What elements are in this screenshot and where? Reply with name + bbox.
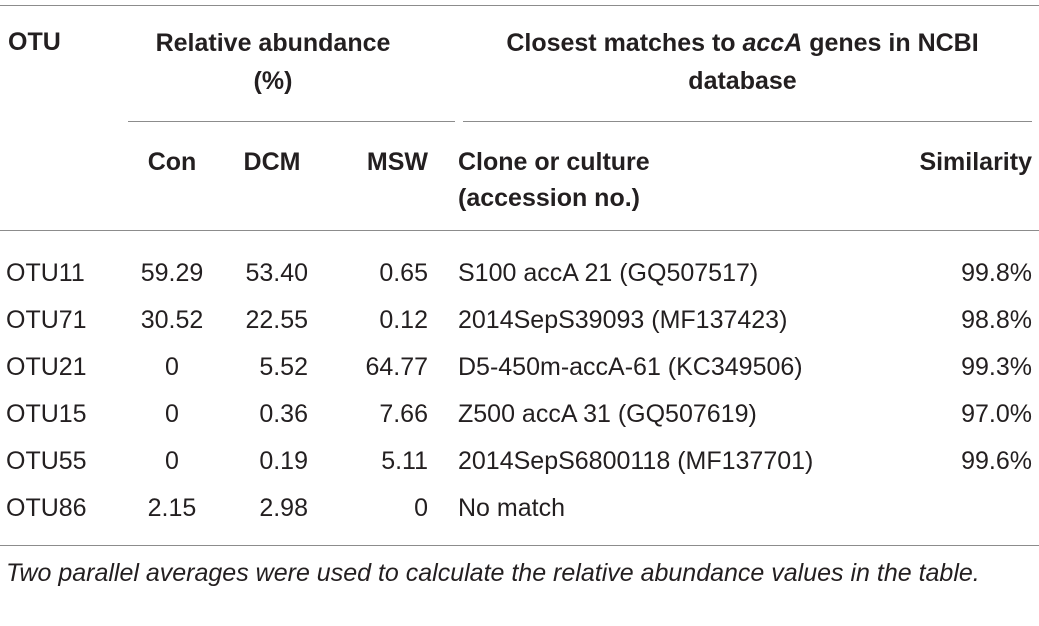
subheader: Similarity <box>919 148 1032 176</box>
table-cell: 98.8% <box>961 306 1032 334</box>
table-cell: No match <box>458 494 565 522</box>
header-gene: accA <box>742 29 803 57</box>
table-cell: 2.98 <box>259 494 308 522</box>
table-cell: 0 <box>414 494 428 522</box>
subheader: Con <box>147 148 197 176</box>
rule <box>0 5 1039 6</box>
table-cell: OTU55 <box>6 447 87 475</box>
table-cell: OTU11 <box>6 259 85 287</box>
subheader: MSW <box>366 148 428 176</box>
table-cell: 22.55 <box>245 306 308 334</box>
table-cell: 5.11 <box>381 447 428 475</box>
subheader: DCM <box>243 148 301 176</box>
footnote: Two parallel averages were used to calcu… <box>6 559 980 587</box>
table-cell: 64.77 <box>365 353 428 381</box>
table-cell: 59.29 <box>140 259 204 287</box>
rule <box>0 230 1039 231</box>
table-cell: 2014SepS39093 (MF137423) <box>458 306 788 334</box>
rule <box>0 545 1039 546</box>
group-rule <box>128 121 455 122</box>
table-cell: 97.0% <box>961 400 1032 428</box>
table-cell: 2014SepS6800118 (MF137701) <box>458 447 814 475</box>
table-cell: S100 accA 21 (GQ507517) <box>458 259 759 287</box>
table-cell: 99.3% <box>961 353 1032 381</box>
subheader: Clone or culture (accession no.) <box>458 148 650 212</box>
header-text: genes in NCBI database <box>688 29 979 95</box>
header-text: Closest matches to <box>506 29 743 57</box>
table-cell: 2.15 <box>147 494 197 522</box>
table-cell: OTU21 <box>6 353 87 381</box>
table-cell: 0 <box>165 400 179 428</box>
header-abundance: Relative abundance (%) <box>155 29 391 95</box>
table-cell: 53.40 <box>245 259 308 287</box>
table-cell: 0 <box>165 447 179 475</box>
table-cell: D5-450m-accA-61 (KC349506) <box>458 353 803 381</box>
table-cell: OTU86 <box>6 494 87 522</box>
table-cell: 99.8% <box>961 259 1032 287</box>
table-cell: 0 <box>165 353 179 381</box>
table-cell: 7.66 <box>379 400 428 428</box>
table-cell: 0.65 <box>379 259 428 287</box>
table-cell: Z500 accA 31 (GQ507619) <box>458 400 757 428</box>
table-cell: 5.52 <box>259 353 308 381</box>
group-rule <box>463 121 1032 122</box>
table-cell: 0.12 <box>379 306 428 334</box>
header-otu: OTU <box>8 28 61 56</box>
table-cell: 0.19 <box>259 447 308 475</box>
table-cell: 99.6% <box>961 447 1032 475</box>
header-matches: Closest matches to accA genes in NCBI da… <box>470 24 1015 100</box>
table-cell: OTU71 <box>6 306 87 334</box>
table-cell: OTU15 <box>6 400 87 428</box>
table-cell: 0.36 <box>259 400 308 428</box>
table-cell: 30.52 <box>140 306 204 334</box>
